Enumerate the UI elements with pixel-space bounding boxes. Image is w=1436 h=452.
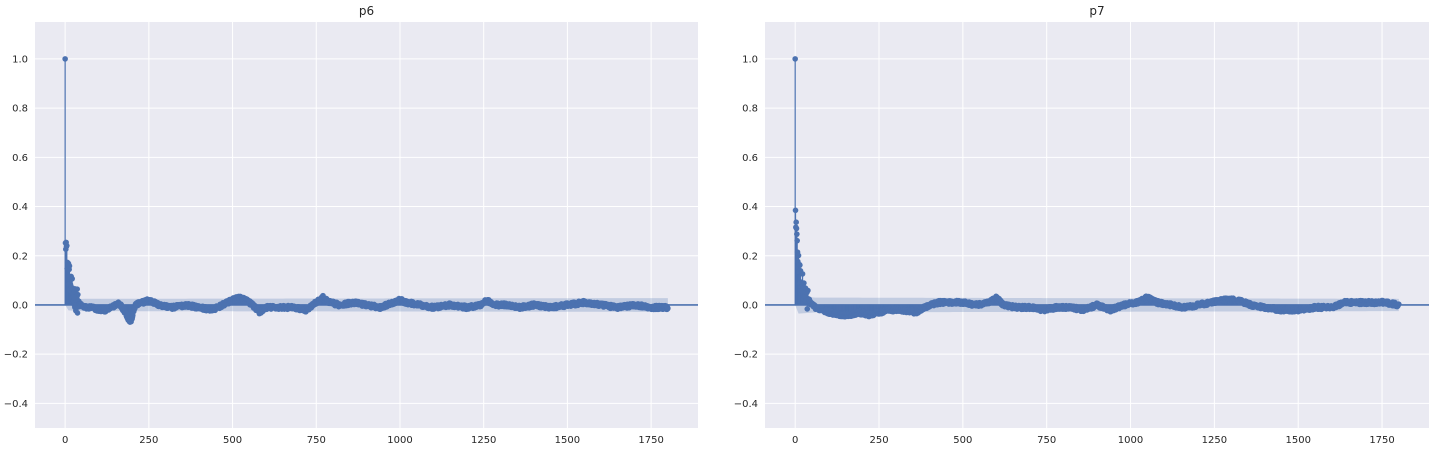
acf-point	[69, 275, 75, 282]
y-tick-labels: −0.4 −0.2 0.0 0.2 0.4 0.6 0.8 1.0	[4, 54, 28, 409]
x-tick-label: 1750	[638, 435, 663, 446]
acf-point	[64, 242, 70, 249]
acf-panel-p7: 0 250 500 750 1000 1250 1500 1750 −0.4−0.20.00.…	[734, 4, 1429, 446]
plot-area	[35, 22, 698, 428]
y-tick-label: 0.8	[12, 104, 28, 115]
acf-markers	[62, 56, 671, 325]
gridlines	[765, 22, 1429, 428]
y-tick-label: −0.2	[4, 350, 28, 361]
x-tick-label: 500	[223, 435, 242, 446]
acf-point	[74, 286, 80, 292]
x-tick-label: 250	[139, 435, 158, 446]
acf-point	[665, 305, 671, 311]
acf-point	[62, 56, 68, 62]
acf-point	[74, 310, 81, 316]
x-tick-label: 0	[62, 435, 68, 446]
y-tick-label: −0.4	[4, 399, 28, 410]
acf-point	[75, 291, 81, 298]
y-tick-label: 0.2	[12, 251, 28, 262]
x-tick-label: 1250	[471, 435, 496, 446]
x-tick-label: 1500	[555, 435, 580, 446]
y-tick-label: 1.0	[12, 54, 28, 65]
x-tick-label: 1000	[387, 435, 412, 446]
y-tick-label: 0.6	[12, 153, 28, 164]
acf-panel-p6: 0 250 500 750 1000 1250 1500 1750 −0.4 −0.2 0.0 0.…	[4, 4, 698, 446]
y-tick-label: 0.0	[12, 300, 28, 311]
x-tick-label: 750	[307, 435, 326, 446]
x-tick-labels: 0 250 500 750 1000 1250 1500 1750	[62, 435, 664, 446]
chart-title: p6	[359, 4, 374, 18]
y-tick-label: 0.4	[12, 202, 28, 213]
acf-point	[66, 263, 73, 269]
plot-area	[765, 22, 1429, 428]
